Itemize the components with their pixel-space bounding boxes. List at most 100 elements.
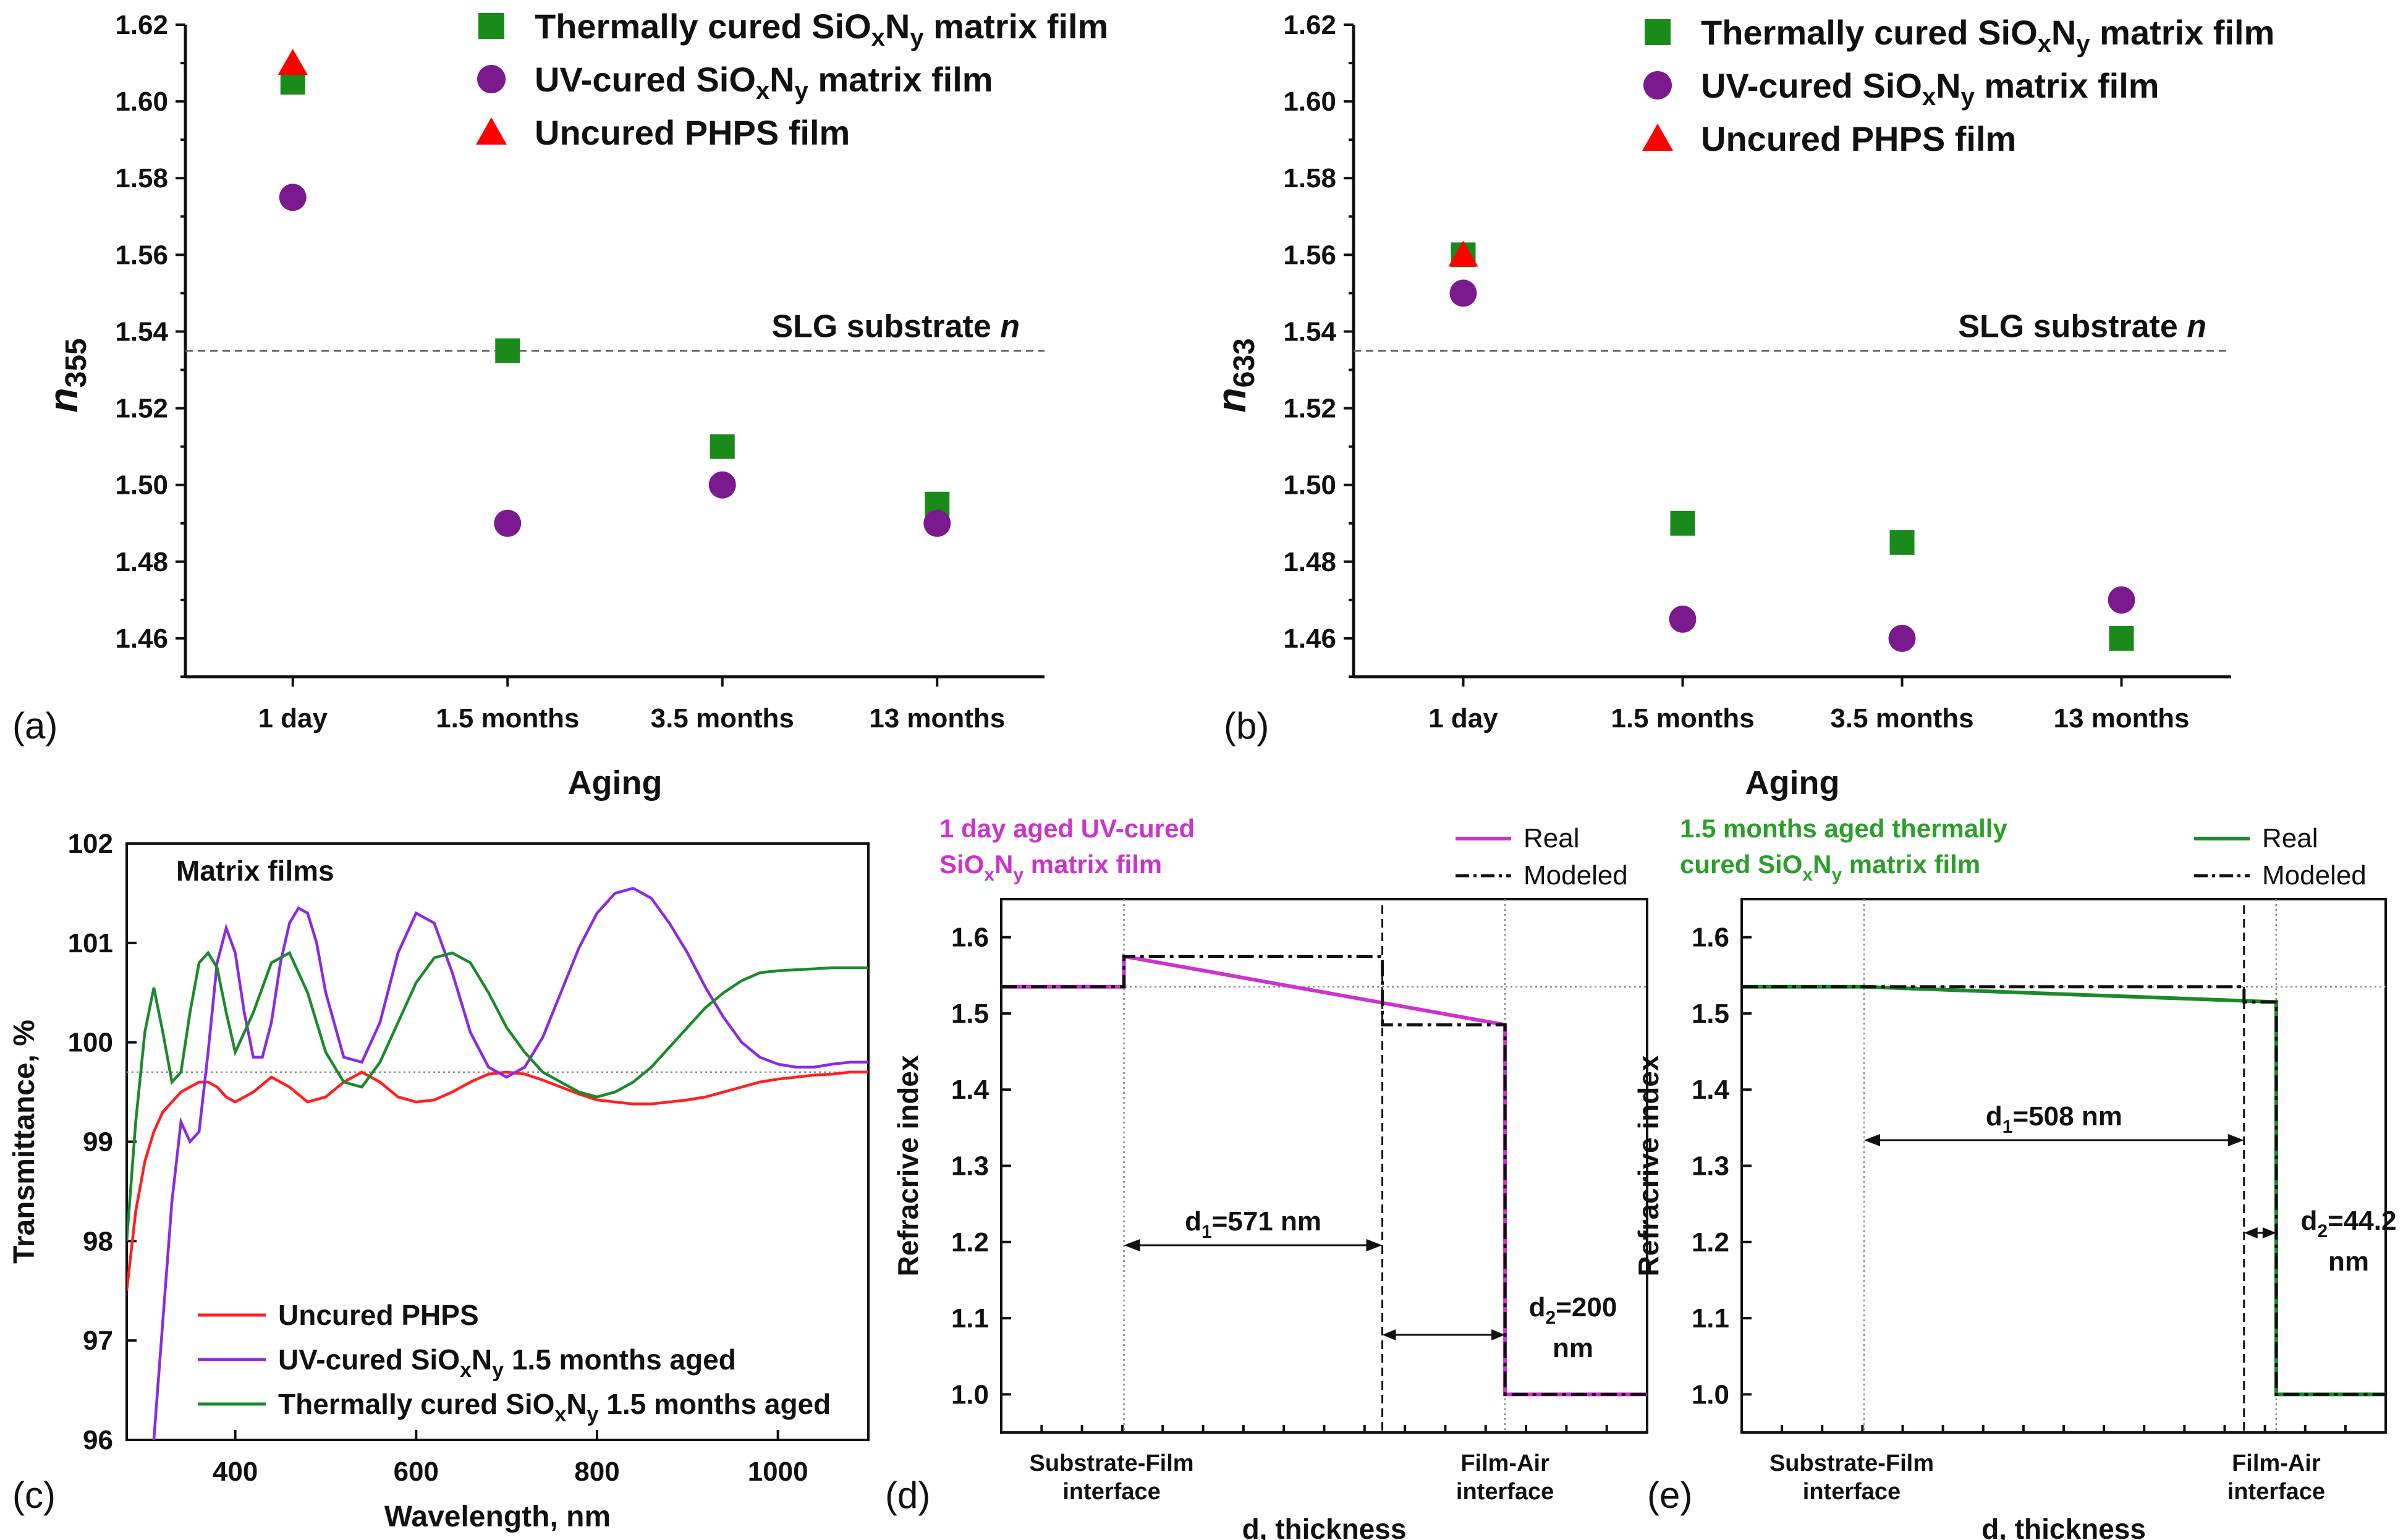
panel-e-title-line: 1.5 months aged thermally <box>1680 814 2007 843</box>
panel-b-y-tick-label: 1.58 <box>1283 163 1336 193</box>
panel-c-x-label: Wavelength, nm <box>384 1500 611 1533</box>
panel-b-y-tick-label: 1.46 <box>1283 624 1336 654</box>
panel-b-x-tick-label: 1.5 months <box>1611 703 1754 734</box>
panel-d-real-profile <box>1001 954 1647 1397</box>
panel-b-y-tick-label: 1.52 <box>1283 394 1336 424</box>
panel-a-y-tick-label: 1.48 <box>115 547 168 577</box>
panel-a-y-tick-label: 1.58 <box>115 163 168 193</box>
panel-b-legend-uncured-marker <box>1642 124 1673 151</box>
panel-d-title-line: SiOxNy matrix film <box>939 850 1162 885</box>
panel-d-title-line: 1 day aged UV-cured <box>939 814 1195 843</box>
panel-d-d2-unit: nm <box>1553 1333 1593 1363</box>
panel-e-x-category-label: Film-Air <box>2232 1450 2321 1476</box>
panel-b-uv-point <box>1888 624 1916 652</box>
panel-a-legend-uv-label: UV-cured SiOxNy matrix film <box>535 60 993 104</box>
panel-d-d1-label: d1=571 nm <box>1185 1206 1321 1242</box>
panel-b-x-tick-label: 3.5 months <box>1830 703 1973 734</box>
panel-c-y-tick-label: 96 <box>83 1425 113 1455</box>
panel-e-d2-label: d2=44.2 <box>2301 1206 2397 1242</box>
panel-a-legend-thermal-label: Thermally cured SiOxNy matrix film <box>535 7 1108 51</box>
panel-c-y-tick-label: 99 <box>83 1127 113 1157</box>
panel-c-y-tick-label: 100 <box>68 1028 113 1058</box>
panel-e-d1-label: d1=508 nm <box>1986 1101 2122 1137</box>
panel-e-d2-arrowhead-left <box>2244 1227 2258 1238</box>
panel-d-x-label: d, thickness <box>1242 1513 1407 1540</box>
panel-e-title-line: cured SiOxNy matrix film <box>1680 850 1980 885</box>
panel-a-x-tick-label: 3.5 months <box>651 703 794 734</box>
panel-e-letter: (e) <box>1647 1474 1692 1516</box>
panel-b-y-label: n633 <box>1208 338 1261 412</box>
panel-a-x-tick-label: 1.5 months <box>436 703 579 734</box>
panel-a-reference-label: SLG substrate n <box>771 309 1020 345</box>
panel-b-uv-point <box>2108 586 2135 614</box>
panel-d-y-tick-label: 1.0 <box>951 1379 989 1410</box>
panel-b-thermal-point <box>1889 530 1915 555</box>
panel-a-y-label: n355 <box>40 338 93 412</box>
panel-b-y-tick-label: 1.62 <box>1283 10 1336 40</box>
panel-c-y-tick-label: 98 <box>83 1226 113 1256</box>
panel-a-uncured-point <box>278 49 308 75</box>
panel-d-y-tick-label: 1.3 <box>951 1151 989 1182</box>
panel-a-y-tick-label: 1.54 <box>115 316 168 347</box>
panel-d-x-category-label: Substrate-Film <box>1030 1450 1194 1476</box>
panel-e-y-label: Refracrive index <box>1632 1055 1664 1276</box>
panel-d-legend-modeled-label: Modeled <box>1524 860 1628 891</box>
panel-d-y-tick-label: 1.2 <box>951 1227 989 1258</box>
panel-a-uv-point <box>279 184 307 211</box>
panel-b-legend-thermal-marker <box>1645 19 1671 45</box>
panel-c-legend-uv-label: UV-cured SiOxNy 1.5 months aged <box>278 1343 736 1382</box>
panel-d-x-category-label: Film-Air <box>1460 1450 1549 1476</box>
panel-c-x-tick-label: 600 <box>394 1457 439 1487</box>
panel-a-legend-uncured-marker <box>476 117 507 145</box>
panel-b-y-tick-label: 1.60 <box>1283 87 1336 117</box>
panel-b-x-tick-label: 1 day <box>1428 703 1498 734</box>
panel-d-plot-frame <box>1000 898 1648 1434</box>
panel-b-legend-uncured-label: Uncured PHPS film <box>1701 119 2016 158</box>
panel-b-y-tick-label: 1.50 <box>1283 470 1336 501</box>
panel-a-y-tick-label: 1.62 <box>115 10 168 40</box>
panel-b-reference-label: SLG substrate n <box>1958 309 2206 345</box>
panel-a-y-tick-label: 1.46 <box>115 624 168 654</box>
panel-c-letter: (c) <box>12 1474 56 1516</box>
panel-d-legend-real-label: Real <box>1524 823 1580 853</box>
panel-e-plot-frame <box>1740 898 2387 1434</box>
panel-b-x-label: Aging <box>1745 764 1840 802</box>
panel-c-y-tick-label: 102 <box>68 829 113 859</box>
panel-b-uv-point <box>1449 279 1477 307</box>
panel-d-y-tick-label: 1.5 <box>951 999 989 1029</box>
panel-a-uv-point <box>708 471 736 499</box>
panel-e-x-category-label: interface <box>2227 1479 2325 1505</box>
panel-e-x-label: d, thickness <box>1981 1513 2146 1540</box>
panel-b-letter: (b) <box>1224 705 1269 747</box>
panel-a-x-label: Aging <box>568 764 663 802</box>
panel-a-thermal-point <box>710 434 735 459</box>
panel-a-thermal-point <box>495 338 520 363</box>
panel-e-y-tick-label: 1.6 <box>1692 923 1729 953</box>
panel-a-x-tick-label: 13 months <box>869 703 1005 734</box>
panel-d-y-tick-label: 1.1 <box>951 1303 989 1334</box>
panel-b-legend-uv-label: UV-cured SiOxNy matrix film <box>1701 66 2159 111</box>
panel-d-d1-arrowhead-right <box>1366 1239 1383 1251</box>
panel-b-legend-uv-marker <box>1643 71 1672 99</box>
panel-e-d1-arrowhead-right <box>2227 1134 2244 1146</box>
panel-e-legend-real-label: Real <box>2262 823 2318 853</box>
panel-b-uncured-point <box>1448 240 1478 267</box>
panel-e-d2-arrowhead-right <box>2262 1227 2276 1238</box>
panel-a-letter: (a) <box>12 705 57 747</box>
panel-a-y-tick-label: 1.60 <box>115 87 168 117</box>
panel-d-y-tick-label: 1.6 <box>951 923 989 953</box>
panel-d-y-label: Refracrive index <box>892 1055 924 1276</box>
panel-c-x-tick-label: 1000 <box>748 1457 808 1487</box>
panel-e-modeled-profile <box>1742 985 2386 1396</box>
panel-a-uv-point <box>494 509 522 537</box>
panel-c-title: Matrix films <box>176 855 334 887</box>
panel-d-y-tick-label: 1.4 <box>951 1075 990 1105</box>
panel-c-thermal-curve <box>127 950 868 1242</box>
panel-e-y-tick-label: 1.0 <box>1692 1379 1729 1410</box>
panel-e-legend-modeled-label: Modeled <box>2262 860 2367 891</box>
panel-c-plot-frame <box>125 842 870 1441</box>
panel-c-y-tick-label: 101 <box>68 928 113 958</box>
panel-a-y-tick-label: 1.56 <box>115 240 168 270</box>
panel-a-legend-uncured-label: Uncured PHPS film <box>535 113 850 152</box>
panel-e-d1-arrowhead-left <box>1863 1134 1880 1146</box>
